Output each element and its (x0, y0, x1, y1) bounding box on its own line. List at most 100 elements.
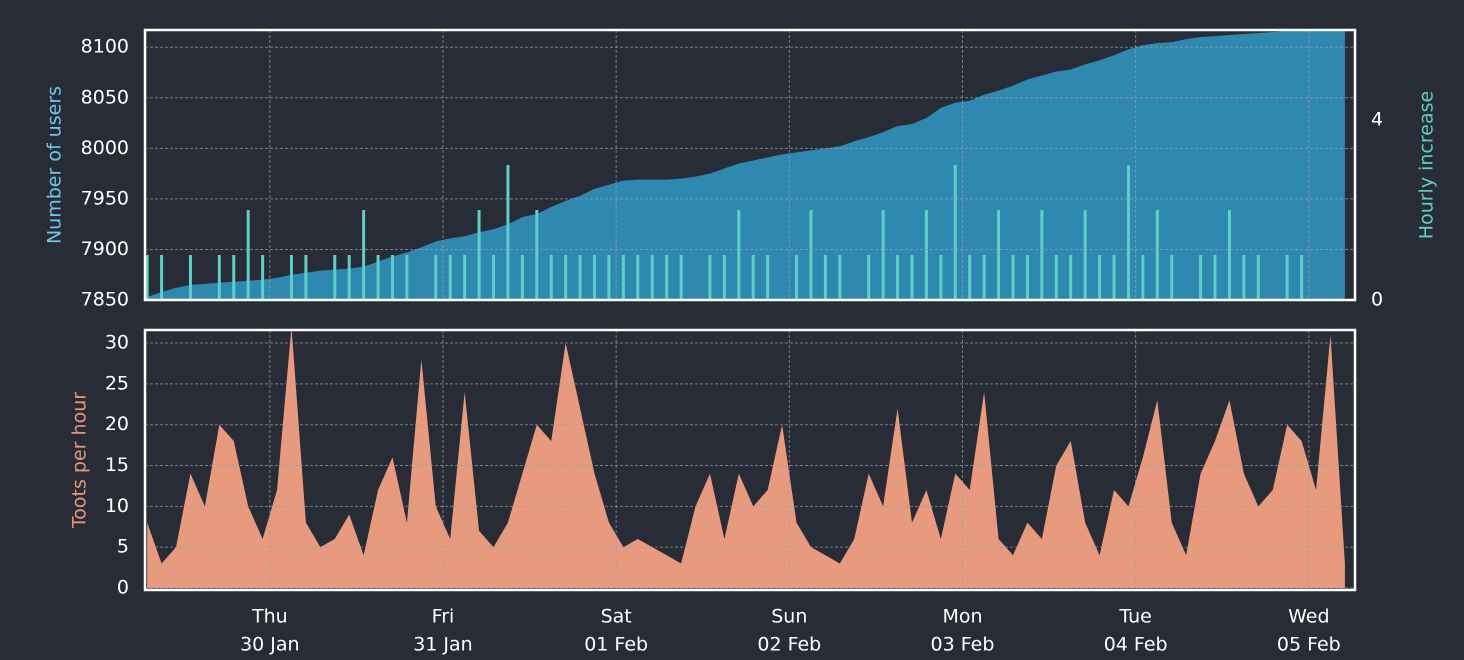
bar (463, 255, 467, 300)
bar (333, 255, 337, 300)
bar (939, 255, 943, 300)
y2-tick-label: 4 (1371, 109, 1383, 131)
bar (362, 210, 366, 300)
bar (881, 210, 885, 300)
bar (708, 255, 712, 300)
bar (535, 210, 539, 300)
bar (232, 255, 236, 300)
bar (896, 255, 900, 300)
x-tick-date: 03 Feb (931, 634, 995, 656)
bar (434, 255, 438, 300)
y-tick-label: 10 (105, 495, 129, 517)
y-tick-label: 7850 (81, 289, 129, 311)
y-tick-label: 20 (105, 413, 129, 435)
x-tick-date: 05 Feb (1277, 634, 1341, 656)
x-tick-date: 02 Feb (757, 634, 821, 656)
area (147, 30, 1345, 300)
y-tick-label: 25 (105, 372, 129, 394)
y-tick-label: 8050 (81, 86, 129, 108)
bar (1054, 255, 1058, 300)
bar (679, 255, 683, 300)
bar (737, 210, 741, 300)
bar (578, 255, 582, 300)
bar (1300, 255, 1304, 300)
bar (867, 255, 871, 300)
y-axis-label: Number of users (44, 86, 66, 244)
panel-border (143, 28, 1357, 302)
bar (982, 255, 986, 300)
bar (1242, 255, 1246, 300)
bar (477, 210, 481, 300)
bar (665, 255, 669, 300)
bar (650, 255, 654, 300)
bar (722, 255, 726, 300)
bar (910, 255, 914, 300)
bar (1098, 255, 1102, 300)
y-tick-label: 7900 (81, 238, 129, 260)
bar (593, 255, 597, 300)
bar (1083, 210, 1087, 300)
bar (838, 255, 842, 300)
bar (405, 255, 409, 300)
y-tick-label: 0 (117, 576, 129, 598)
bar (1011, 255, 1015, 300)
bar (289, 255, 293, 300)
y2-tick-label: 0 (1371, 289, 1383, 311)
y-tick-label: 15 (105, 454, 129, 476)
x-tick-label: Sat (601, 606, 632, 628)
x-tick-label: Sun (771, 606, 807, 628)
bar (160, 255, 164, 300)
bar (549, 255, 553, 300)
bar (1155, 210, 1159, 300)
y-tick-label: 8100 (81, 36, 129, 58)
y-tick-label: 7950 (81, 187, 129, 209)
bar (1170, 255, 1174, 300)
bar (1285, 255, 1289, 300)
y-tick-label: 8000 (81, 137, 129, 159)
bar (1141, 255, 1145, 300)
bar (448, 255, 452, 300)
bar (809, 210, 813, 300)
bar (968, 255, 972, 300)
bar (376, 255, 380, 300)
y-tick-label: 5 (117, 536, 129, 558)
bar (217, 255, 221, 300)
x-tick-date: 01 Feb (584, 634, 648, 656)
y-axis-label: Toots per hour (69, 392, 91, 529)
bar (1126, 165, 1130, 300)
bar (795, 255, 799, 300)
bar (491, 255, 495, 300)
bar (766, 255, 770, 300)
x-tick-date: 30 Jan (240, 634, 300, 656)
bar (1069, 255, 1073, 300)
bar (1199, 255, 1203, 300)
bar (520, 255, 524, 300)
bar (751, 255, 755, 300)
panel-border (143, 328, 1357, 592)
bar (1025, 255, 1029, 300)
bar (997, 210, 1001, 300)
bar (188, 255, 192, 300)
bar (1227, 210, 1231, 300)
y2-axis-label: Hourly increase (1416, 91, 1438, 239)
x-tick-date: 04 Feb (1104, 634, 1168, 656)
bar (506, 165, 510, 300)
bar (304, 255, 308, 300)
bar (1040, 210, 1044, 300)
bar (261, 255, 265, 300)
bar (564, 255, 568, 300)
bar (823, 255, 827, 300)
bar (1213, 255, 1217, 300)
x-tick-date: 31 Jan (413, 634, 473, 656)
bar (347, 255, 351, 300)
bar (1112, 255, 1116, 300)
x-tick-label: Wed (1288, 606, 1329, 628)
bar (924, 210, 928, 300)
x-tick-label: Thu (251, 606, 288, 628)
bar (607, 255, 611, 300)
y-tick-label: 30 (105, 332, 129, 354)
bar (145, 255, 149, 300)
bar (1256, 255, 1260, 300)
area (147, 326, 1345, 588)
